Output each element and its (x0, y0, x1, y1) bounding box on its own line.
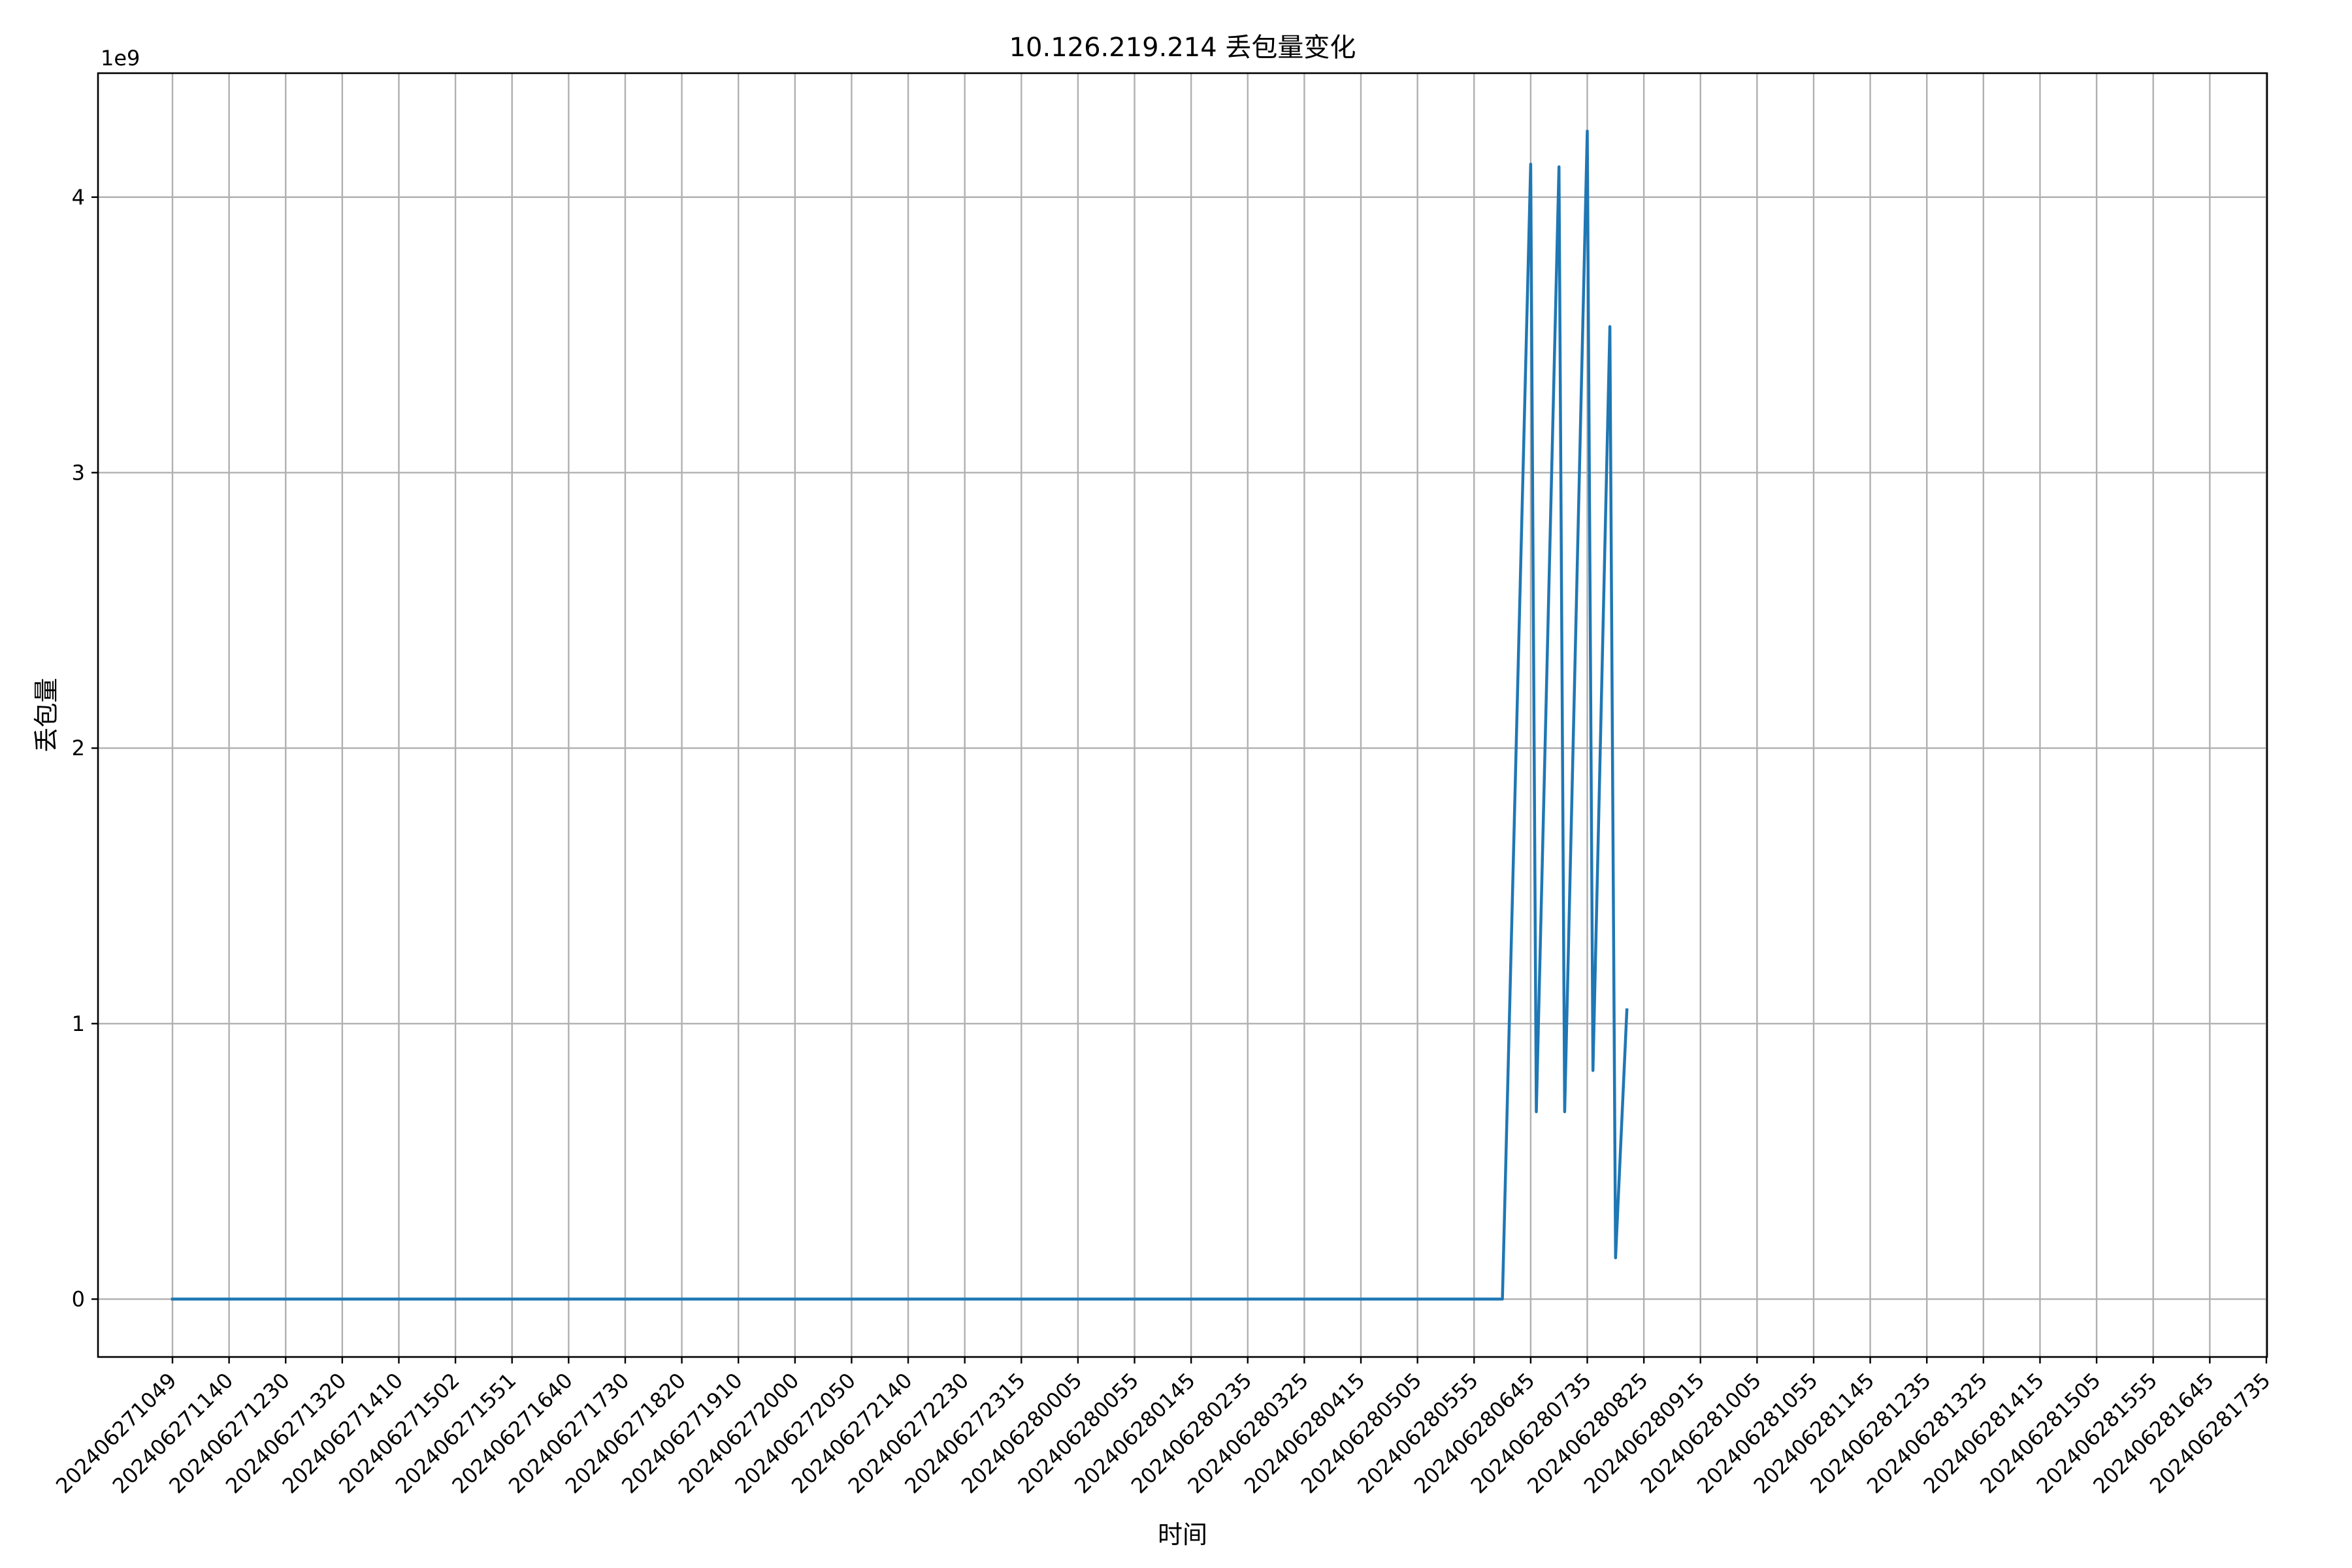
y-axis-offset-text: 1e9 (101, 46, 140, 71)
x-axis-label: 时间 (1158, 1520, 1207, 1549)
series-line (171, 129, 1629, 1301)
y-tick-label: 2 (72, 736, 85, 760)
series-layer (171, 129, 1629, 1301)
y-axis-label: 丢包量 (32, 678, 61, 752)
y-gridlines (98, 196, 2267, 1300)
y-tick-label: 1 (72, 1011, 85, 1036)
y-tick-label: 3 (72, 460, 85, 485)
x-axis: 2024062710492024062711402024062712302024… (51, 1357, 2276, 1498)
x-gridlines (171, 73, 2268, 1357)
y-axis: 0 1 2 3 4 (72, 185, 98, 1311)
plot-frame (97, 72, 2268, 1358)
y-tick-label: 4 (72, 185, 85, 210)
chart-title: 10.126.219.214 丢包量变化 (1009, 33, 1356, 63)
y-tick-label: 0 (72, 1286, 85, 1311)
